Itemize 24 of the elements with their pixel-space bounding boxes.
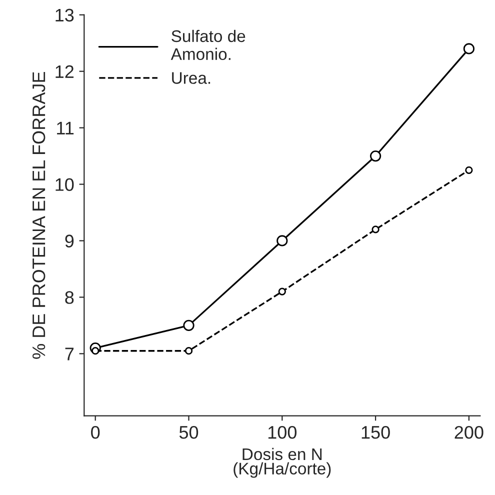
y-tick-label: 7	[65, 348, 74, 360]
y-tick-label: 10	[56, 178, 74, 191]
point	[276, 235, 288, 246]
legend-label: Sulfato de Amonio.	[170, 30, 246, 60]
x-tick-label: 0	[91, 426, 100, 439]
x-tick-label: 100	[268, 426, 297, 439]
y-axis-title: % DE PROTEINA EN EL FORRAJE	[32, 72, 46, 359]
point	[183, 320, 194, 331]
point	[278, 288, 286, 296]
point	[372, 226, 380, 234]
y-tick-label: 8	[65, 291, 74, 304]
y-tick-label: 9	[65, 234, 74, 248]
x-tick-label: 150	[362, 426, 390, 439]
point	[463, 43, 474, 54]
point	[184, 347, 193, 355]
y-tick-label: 12	[56, 65, 74, 78]
x-tick-label: 50	[179, 426, 198, 439]
legend-label: Urea.	[172, 72, 210, 84]
point	[465, 166, 473, 174]
y-tick-label: 11	[57, 122, 74, 134]
y-tick-label: 13	[56, 8, 74, 22]
x-axis-title: Dosis en N (Kg/Ha/corte)	[234, 448, 331, 478]
point	[370, 150, 382, 162]
x-tick-label: 200	[454, 426, 484, 439]
